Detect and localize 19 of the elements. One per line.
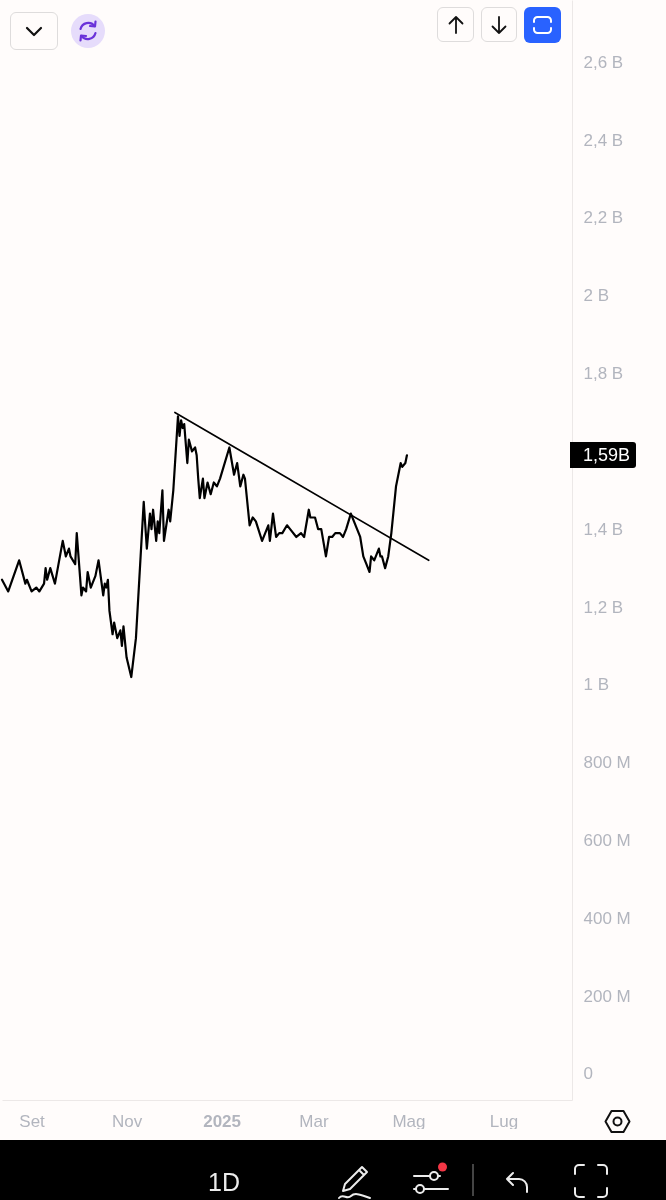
y-tick-label: 400 M — [583, 908, 631, 928]
y-tick-label: 1 B — [583, 675, 610, 695]
y-tick-label: 1,8 B — [583, 364, 624, 384]
y-tick-label: 1,2 B — [583, 597, 624, 617]
y-tick-label: 200 M — [583, 986, 631, 1006]
x-tick-label: Nov — [111, 1111, 143, 1131]
y-tick-label: 1,4 B — [583, 519, 624, 539]
text: 1,59B — [570, 442, 637, 469]
y-tick-label: 600 M — [583, 830, 631, 850]
y-tick-label: 2,6 B — [583, 52, 624, 72]
y-tick-label: 2 B — [583, 286, 610, 306]
y-tick-label: 2,2 B — [583, 208, 624, 228]
y-tick-label: 0 — [583, 1064, 593, 1084]
y-tick-label: 2,4 B — [583, 130, 624, 150]
x-tick-label: Mar — [299, 1111, 329, 1131]
y-tick-label: 800 M — [583, 753, 631, 773]
x-tick-label: Set — [19, 1111, 46, 1131]
x-tick-label: 2025 — [203, 1111, 241, 1131]
text: 1D — [208, 1167, 240, 1197]
